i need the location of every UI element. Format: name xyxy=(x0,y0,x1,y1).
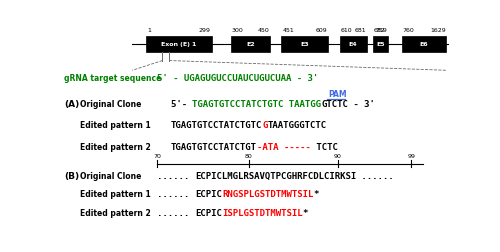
Text: Edited pattern 2: Edited pattern 2 xyxy=(80,208,150,217)
Text: 760: 760 xyxy=(402,28,414,33)
Text: TGAGTGTCCTATCTGT: TGAGTGTCCTATCTGT xyxy=(171,142,257,151)
Bar xyxy=(340,37,366,53)
Text: TCTC: TCTC xyxy=(311,142,338,151)
Text: Edited pattern 1: Edited pattern 1 xyxy=(80,121,150,130)
Text: TGAGTGTCCTATCTGTC: TGAGTGTCCTATCTGTC xyxy=(171,121,262,130)
Text: 450: 450 xyxy=(258,28,269,33)
Text: 682: 682 xyxy=(374,28,385,33)
Text: 610: 610 xyxy=(340,28,352,33)
Text: TGAGTGTCCTATCTGTC TAATGG: TGAGTGTCCTATCTGTC TAATGG xyxy=(192,100,322,108)
Text: TAATGGGTCTC: TAATGGGTCTC xyxy=(268,121,327,130)
Text: E3: E3 xyxy=(300,42,309,47)
Text: Edited pattern 1: Edited pattern 1 xyxy=(80,190,150,199)
Text: Original Clone: Original Clone xyxy=(80,171,142,180)
Text: PAM: PAM xyxy=(328,90,346,99)
Text: E2: E2 xyxy=(246,42,255,47)
Text: 5' - UGAGUGUCCUAUCUGUCUAA - 3': 5' - UGAGUGUCCUAUCUGUCUAA - 3' xyxy=(158,73,318,82)
Text: 99: 99 xyxy=(407,153,415,158)
Text: - 3': - 3' xyxy=(348,100,375,108)
Text: E4: E4 xyxy=(349,42,358,47)
Text: 451: 451 xyxy=(282,28,294,33)
Text: ECPIC: ECPIC xyxy=(195,190,222,199)
Text: 70: 70 xyxy=(154,153,162,158)
Text: 90: 90 xyxy=(334,153,342,158)
Text: gRNA target sequence: gRNA target sequence xyxy=(64,73,162,82)
Text: ECPIC: ECPIC xyxy=(195,208,222,217)
Text: ISPLGSTDTMWTSIL: ISPLGSTDTMWTSIL xyxy=(222,208,302,217)
Text: 1629: 1629 xyxy=(430,28,446,33)
Text: 609: 609 xyxy=(316,28,327,33)
Text: 300: 300 xyxy=(232,28,243,33)
Text: Original Clone: Original Clone xyxy=(80,100,142,108)
Text: (A): (A) xyxy=(64,100,80,108)
Text: ECPICLMGLRSAVQTPCGHRFCDLCIRKSI: ECPICLMGLRSAVQTPCGHRFCDLCIRKSI xyxy=(195,171,356,180)
Text: 1: 1 xyxy=(147,28,151,33)
Text: (B): (B) xyxy=(64,171,80,180)
Text: 759: 759 xyxy=(376,28,387,33)
Text: RNGSPLGSTDTMWTSIL: RNGSPLGSTDTMWTSIL xyxy=(222,190,314,199)
Text: ......: ...... xyxy=(356,171,394,180)
Text: ......: ...... xyxy=(158,208,195,217)
Text: E6: E6 xyxy=(420,42,428,47)
Text: GTCTC: GTCTC xyxy=(322,100,348,108)
Text: -ATA -----: -ATA ----- xyxy=(257,142,311,151)
Bar xyxy=(146,37,212,53)
Bar xyxy=(231,37,270,53)
Text: 681: 681 xyxy=(354,28,366,33)
Text: G: G xyxy=(262,121,268,130)
Bar xyxy=(282,37,328,53)
Text: *: * xyxy=(314,190,318,199)
Bar xyxy=(402,37,446,53)
Text: E5: E5 xyxy=(376,42,384,47)
Text: 5'-: 5'- xyxy=(171,100,192,108)
Text: ......: ...... xyxy=(158,190,195,199)
Text: *: * xyxy=(302,208,308,217)
Bar xyxy=(372,37,388,53)
Text: Edited pattern 2: Edited pattern 2 xyxy=(80,142,150,151)
Text: 299: 299 xyxy=(199,28,211,33)
Text: Exon (E) 1: Exon (E) 1 xyxy=(161,42,196,47)
Text: ......: ...... xyxy=(158,171,195,180)
Text: 80: 80 xyxy=(244,153,252,158)
